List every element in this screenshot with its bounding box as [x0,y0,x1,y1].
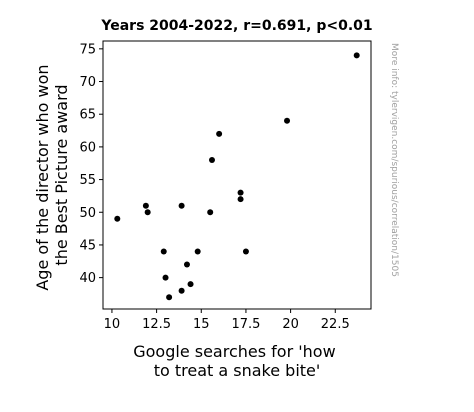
y-tick-label: 60 [79,140,96,155]
chart-title: Years 2004-2022, r=0.691, p<0.01 [100,18,372,34]
data-point [166,294,173,301]
x-tick-label: 12.5 [142,317,171,332]
data-point [114,215,121,222]
plot-frame [102,40,372,310]
data-point [284,117,291,124]
data-point [242,248,249,255]
y-tick-label: 55 [79,173,96,188]
x-tick-label: 15 [193,317,210,332]
x-tick-label: 17.5 [231,317,260,332]
data-point [207,209,214,216]
data-point [208,156,215,163]
y-tick-label: 70 [79,75,96,90]
data-point [237,189,244,196]
x-axis-label-line-1: Google searches for 'how [133,342,335,361]
x-axis-ticks: 10 12.5 15 17.5 20 22.5 [104,309,350,332]
x-axis-label-line-2: to treat a snake bite' [154,361,321,380]
data-points [114,52,360,301]
data-point [160,248,167,255]
data-point [353,52,360,59]
x-axis-label: Google searches for 'how to treat a snak… [133,342,341,380]
data-point [237,196,244,203]
y-tick-label: 50 [79,206,96,221]
y-tick-label: 65 [79,108,96,123]
data-point [216,130,223,137]
y-axis-label-line-1: Age of the director who won [33,64,52,290]
y-tick-label: 45 [79,238,96,253]
data-point [144,209,151,216]
data-point [142,202,149,209]
y-axis-label-line-2: the Best Picture award [52,84,71,265]
x-tick-label: 22.5 [321,317,350,332]
side-note: More info: tylervigen.com/spurious/corre… [389,43,399,277]
y-tick-label: 40 [79,271,96,286]
data-point [162,274,169,281]
data-point [183,261,190,268]
data-point [194,248,201,255]
y-axis-ticks: 40 45 50 55 60 65 70 75 [79,42,103,286]
data-point [178,202,185,209]
x-tick-label: 20 [282,317,299,332]
y-tick-label: 75 [79,42,96,57]
data-point [178,287,185,294]
x-tick-label: 10 [104,317,121,332]
y-axis-label: Age of the director who won the Best Pic… [33,59,71,290]
data-point [187,281,194,288]
